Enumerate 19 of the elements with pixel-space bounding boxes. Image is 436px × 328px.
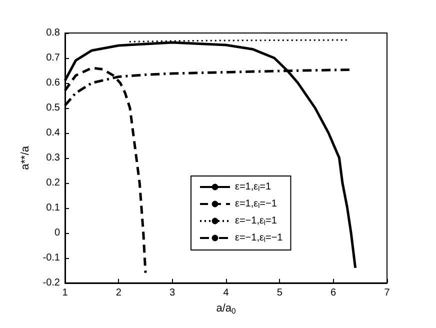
- x-tick-label: 2: [116, 287, 122, 298]
- y-tick-label: 0.6: [46, 77, 60, 88]
- x-tick-label: 5: [276, 287, 283, 298]
- y-tick-label: 0.7: [46, 52, 60, 64]
- y-tick-label: 0: [54, 227, 60, 238]
- y-tick-label: -0.1: [42, 252, 60, 264]
- y-tick-label: 0.2: [46, 177, 60, 188]
- y-tick-label: -0.2: [42, 277, 60, 288]
- x-tick-label: 1: [62, 287, 68, 298]
- x-tick-label: 4: [223, 287, 230, 298]
- x-tick-label: 6: [330, 287, 337, 298]
- y-tick-label: 0.3: [46, 152, 60, 164]
- x-tick-label: 7: [384, 287, 390, 298]
- x-tick-label: 3: [170, 287, 176, 298]
- y-tick-label: 0.4: [46, 127, 60, 138]
- y-tick-label: 0.8: [46, 28, 60, 38]
- y-tick-label: 0.5: [46, 102, 60, 114]
- y-tick-label: 0.1: [46, 202, 60, 214]
- y-axis-title: a**/a: [20, 145, 32, 170]
